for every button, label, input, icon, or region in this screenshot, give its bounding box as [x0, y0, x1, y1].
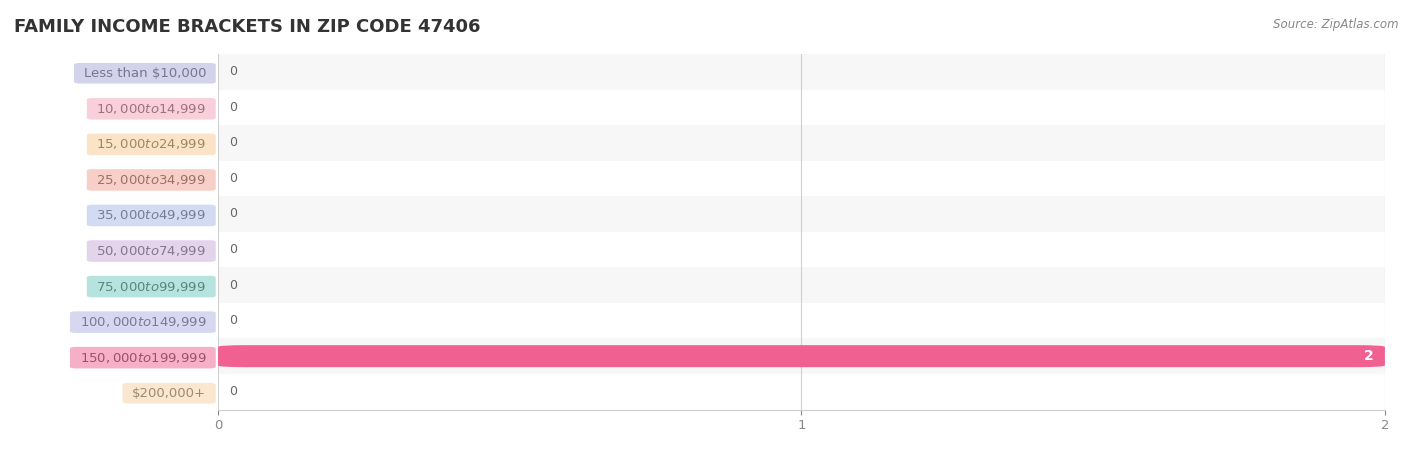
Text: 0: 0 [229, 65, 238, 78]
Bar [218, 338, 1385, 374]
Text: 0: 0 [229, 172, 238, 185]
Text: 0: 0 [229, 136, 238, 149]
Bar [218, 374, 1385, 410]
Bar [218, 232, 1385, 267]
Text: 2: 2 [1364, 349, 1374, 363]
Text: FAMILY INCOME BRACKETS IN ZIP CODE 47406: FAMILY INCOME BRACKETS IN ZIP CODE 47406 [14, 18, 481, 36]
Text: 0: 0 [229, 314, 238, 327]
Bar [218, 267, 1385, 303]
Bar [218, 125, 1385, 161]
Bar [218, 54, 1385, 90]
Text: 0: 0 [229, 385, 238, 398]
Bar [218, 90, 1385, 125]
Bar [218, 161, 1385, 196]
Text: Source: ZipAtlas.com: Source: ZipAtlas.com [1274, 18, 1399, 31]
Bar [218, 303, 1385, 338]
Text: 0: 0 [229, 101, 238, 114]
Bar [218, 196, 1385, 232]
FancyBboxPatch shape [218, 345, 1385, 367]
Text: 0: 0 [229, 207, 238, 220]
Text: 0: 0 [229, 279, 238, 292]
Text: 0: 0 [229, 243, 238, 256]
